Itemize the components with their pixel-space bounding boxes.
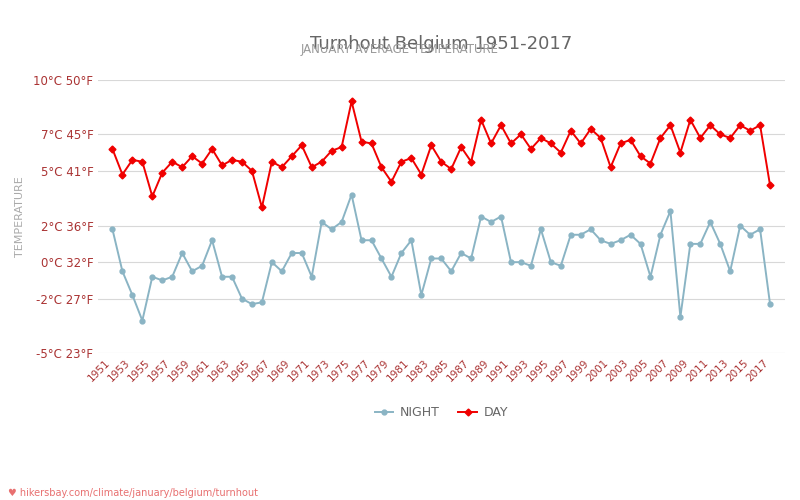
- DAY: [257, 204, 266, 210]
- NIGHT: [108, 226, 118, 232]
- DAY: [397, 158, 406, 164]
- DAY: [187, 153, 197, 159]
- NIGHT: [198, 263, 207, 269]
- DAY: [426, 142, 436, 148]
- NIGHT: [138, 318, 147, 324]
- NIGHT: [726, 268, 735, 274]
- Y-axis label: TEMPERATURE: TEMPERATURE: [15, 176, 25, 257]
- DAY: [626, 137, 635, 143]
- Legend: NIGHT, DAY: NIGHT, DAY: [370, 401, 513, 424]
- DAY: [726, 135, 735, 141]
- Line: NIGHT: NIGHT: [110, 192, 773, 323]
- NIGHT: [626, 232, 635, 238]
- NIGHT: [426, 256, 436, 262]
- DAY: [108, 146, 118, 152]
- NIGHT: [397, 250, 406, 256]
- Text: ♥ hikersbay.com/climate/january/belgium/turnhout: ♥ hikersbay.com/climate/january/belgium/…: [8, 488, 258, 498]
- NIGHT: [346, 192, 356, 198]
- NIGHT: [766, 301, 775, 307]
- Line: DAY: DAY: [110, 99, 773, 210]
- NIGHT: [167, 274, 177, 280]
- Text: JANUARY AVERAGE TEMPERATURE: JANUARY AVERAGE TEMPERATURE: [301, 42, 499, 56]
- Title: Turnhout Belgium 1951-2017: Turnhout Belgium 1951-2017: [310, 35, 572, 53]
- DAY: [158, 170, 167, 175]
- DAY: [766, 182, 775, 188]
- DAY: [346, 98, 356, 104]
